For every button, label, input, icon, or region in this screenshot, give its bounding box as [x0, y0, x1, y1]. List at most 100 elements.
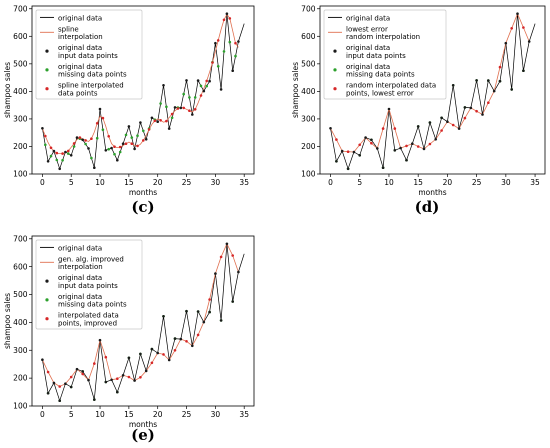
x-tick-label: 35: [239, 178, 249, 187]
interpolated-data-point: [219, 255, 223, 259]
interpolated-data-point: [428, 142, 432, 146]
interpolated-data-point: [193, 108, 197, 111]
interpolated-data-point: [72, 142, 76, 145]
input-data-point: [237, 270, 240, 274]
input-data-point: [58, 399, 61, 403]
interpolated-data-point: [405, 144, 408, 148]
input-data-point: [202, 89, 206, 93]
interpolated-data-point: [118, 145, 122, 149]
x-tick-label: 35: [530, 178, 540, 187]
interpolated-data-point: [90, 137, 93, 140]
legend-label: data points: [58, 90, 98, 98]
input-data-point: [133, 147, 136, 151]
missing-data-point: [61, 158, 64, 162]
y-tick-label: 100: [301, 170, 316, 179]
plot-frame: [31, 5, 255, 175]
input-data-point: [139, 352, 142, 356]
missing-data-point: [193, 96, 197, 99]
y-tick-label: 700: [13, 234, 28, 243]
missing-data-point: [165, 105, 168, 109]
interpolated-data-point: [147, 128, 151, 131]
input-data-point: [93, 166, 96, 169]
input-data-point: [87, 378, 90, 382]
legend-label: original data: [346, 14, 390, 22]
input-data-point: [150, 347, 154, 351]
missing-data-point: [159, 102, 162, 105]
legend-label: lowest error: [346, 25, 388, 33]
legend-label: original data: [58, 274, 102, 282]
y-tick-label: 100: [13, 170, 28, 179]
legend-label: original data: [58, 14, 102, 22]
plot-area: [41, 12, 245, 171]
input-data-point: [156, 120, 159, 123]
interpolated-data-point: [107, 135, 110, 138]
input-data-point: [64, 382, 67, 386]
input-data-point: [370, 138, 373, 142]
y-tick-label: 400: [13, 318, 28, 327]
y-tick-label: 500: [13, 59, 28, 68]
legend-label: spline: [58, 25, 79, 33]
x-tick-label: 30: [501, 178, 511, 187]
input-data-point: [58, 167, 61, 171]
input-data-point: [208, 310, 211, 314]
input-data-point: [446, 120, 449, 123]
interpolated-data-point: [463, 116, 467, 120]
series-original-line: [42, 243, 245, 402]
x-tick-label: 15: [124, 410, 134, 419]
interpolated-data-point: [58, 385, 61, 388]
interpolated-data-point: [393, 127, 397, 130]
interpolated-data-point: [116, 377, 119, 381]
series-original-line: [330, 13, 536, 170]
legend-point-swatch: [45, 317, 49, 321]
interpolated-data-point: [81, 372, 84, 376]
interpolated-data-point: [127, 375, 131, 379]
interpolated-data-point: [510, 27, 513, 30]
y-tick-label: 600: [13, 262, 28, 271]
missing-data-point: [216, 65, 220, 68]
x-tick-label: 0: [40, 410, 45, 419]
y-tick-label: 300: [13, 346, 28, 355]
interpolated-data-point: [95, 122, 99, 125]
legend-label: interpolation: [58, 33, 103, 41]
plot-area: [41, 242, 245, 403]
interpolated-data-point: [222, 18, 226, 22]
input-data-point: [422, 147, 426, 151]
input-data-point: [231, 69, 234, 72]
input-data-point: [504, 41, 508, 45]
missing-data-point: [84, 142, 87, 146]
interpolated-data-point: [49, 146, 53, 150]
legend-label: missing data points: [58, 71, 127, 79]
input-data-point: [516, 12, 519, 15]
input-data-point: [133, 379, 136, 382]
interpolated-data-point: [159, 119, 162, 122]
input-data-point: [167, 127, 171, 130]
missing-data-point: [124, 133, 128, 137]
missing-data-point: [199, 84, 203, 88]
input-data-point: [463, 106, 467, 109]
missing-data-point: [234, 54, 237, 58]
input-data-point: [481, 113, 484, 116]
interpolated-data-point: [67, 149, 70, 153]
legend-box: [35, 239, 143, 330]
input-data-point: [405, 158, 408, 162]
input-data-point: [522, 69, 525, 72]
input-data-point: [498, 79, 502, 83]
x-tick-label: 5: [69, 178, 74, 187]
interpolated-data-point: [208, 298, 211, 301]
interpolated-data-point: [335, 138, 338, 141]
input-data-point: [231, 300, 234, 303]
missing-data-point: [136, 134, 139, 137]
interpolated-data-point: [216, 39, 220, 42]
legend-label: original data: [346, 44, 390, 52]
x-tick-label: 20: [153, 410, 163, 419]
input-data-point: [185, 309, 188, 313]
input-data-point: [346, 167, 350, 171]
interpolated-data-point: [358, 143, 362, 147]
input-data-point: [110, 146, 113, 150]
input-data-point: [487, 79, 490, 82]
x-tick-label: 30: [211, 178, 221, 187]
missing-data-point: [228, 40, 232, 44]
legend-point-swatch: [45, 49, 49, 53]
